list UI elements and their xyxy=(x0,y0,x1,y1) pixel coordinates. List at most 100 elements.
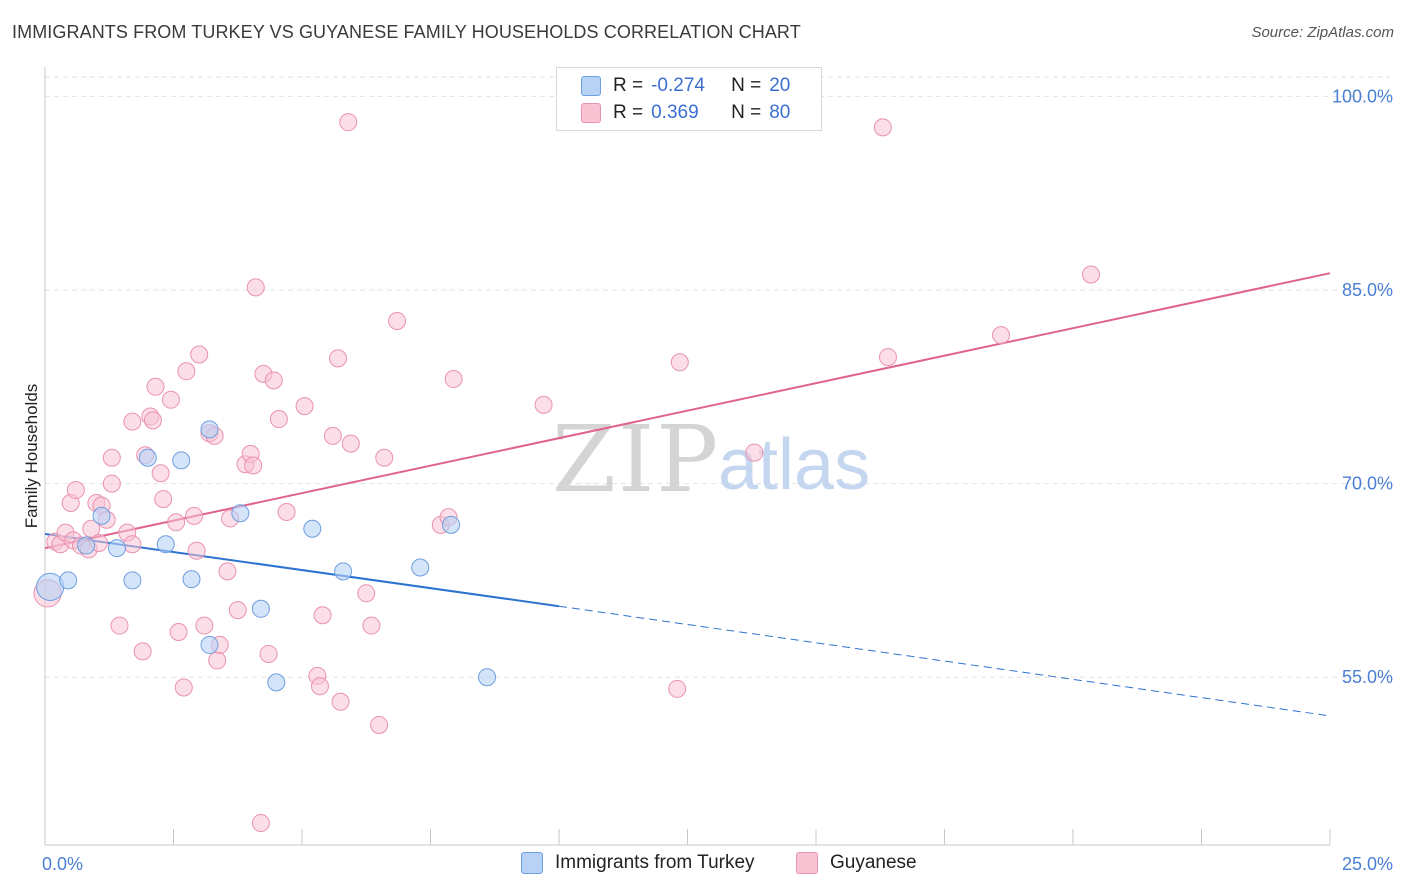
data-point-guyanese xyxy=(143,411,162,430)
legend-r-label: R = xyxy=(613,75,644,96)
data-point-guyanese xyxy=(259,644,278,663)
data-point-turkey xyxy=(200,420,219,439)
data-point-guyanese xyxy=(102,474,121,493)
data-point-guyanese xyxy=(1081,265,1100,284)
data-point-guyanese xyxy=(310,677,329,696)
data-point-guyanese xyxy=(992,326,1011,345)
axes xyxy=(44,67,1331,846)
data-point-guyanese xyxy=(110,616,129,635)
data-point-guyanese xyxy=(185,506,204,525)
data-point-turkey xyxy=(107,539,126,558)
data-point-guyanese xyxy=(670,353,689,372)
data-point-guyanese xyxy=(66,481,85,500)
data-point-guyanese xyxy=(313,606,332,625)
data-point-turkey xyxy=(172,451,191,470)
data-point-guyanese xyxy=(133,642,152,661)
data-point-guyanese xyxy=(745,443,764,462)
bottom-legend-guyanese: Guyanese xyxy=(796,852,917,874)
data-point-guyanese xyxy=(668,679,687,698)
data-point-guyanese xyxy=(190,345,209,364)
data-point-guyanese xyxy=(154,490,173,509)
data-point-turkey xyxy=(200,635,219,654)
data-point-turkey xyxy=(92,506,111,525)
legend-swatch-guyanese xyxy=(581,103,601,123)
watermark: ZIP atlas xyxy=(552,406,870,513)
data-point-guyanese xyxy=(208,651,227,670)
data-point-guyanese xyxy=(187,541,206,560)
data-point-guyanese xyxy=(218,562,237,581)
y-tick-label: 85.0% xyxy=(1342,280,1393,300)
data-point-guyanese xyxy=(195,616,214,635)
data-point-guyanese xyxy=(323,426,342,445)
watermark-zip: ZIP xyxy=(552,406,720,513)
tick-labels: 55.0% 70.0% 85.0% 100.0% 0.0% 25.0% xyxy=(42,86,1393,874)
data-point-guyanese xyxy=(251,814,270,833)
y-tick-label: 55.0% xyxy=(1342,667,1393,687)
data-point-turkey xyxy=(303,519,322,538)
data-point-guyanese xyxy=(331,692,350,711)
data-point-guyanese xyxy=(277,502,296,521)
correlation-legend: R = -0.274 N = 20 R = 0.369 N = 80 xyxy=(556,67,822,131)
data-point-guyanese xyxy=(123,412,142,431)
data-point-guyanese xyxy=(146,377,165,396)
data-point-turkey xyxy=(231,504,250,523)
data-point-guyanese xyxy=(169,623,188,642)
data-point-guyanese xyxy=(161,390,180,409)
data-point-turkey xyxy=(77,536,96,555)
data-point-turkey xyxy=(267,673,286,692)
bottom-legend-turkey: Immigrants from Turkey xyxy=(521,852,755,874)
trend-line-turkey-extrapolated xyxy=(558,605,1331,717)
legend-n-value-turkey: 20 xyxy=(769,75,791,96)
data-point-turkey xyxy=(156,535,175,554)
source-credit: Source: ZipAtlas.com xyxy=(1251,24,1394,41)
bottom-legend-swatch-guyanese xyxy=(796,852,818,874)
x-tick-label: 25.0% xyxy=(1342,854,1393,874)
data-point-guyanese xyxy=(264,371,283,390)
gridlines xyxy=(45,76,1390,678)
data-point-guyanese xyxy=(82,519,101,538)
data-point-guyanese xyxy=(246,278,265,297)
data-points xyxy=(33,113,1100,833)
legend-r-label: R = xyxy=(613,102,644,123)
data-point-guyanese xyxy=(341,434,360,453)
trend-line-guyanese xyxy=(44,272,1331,550)
data-point-guyanese xyxy=(228,601,247,620)
data-point-guyanese xyxy=(444,370,463,389)
data-point-guyanese xyxy=(534,395,553,414)
bottom-legend-swatch-turkey xyxy=(521,852,543,874)
data-point-guyanese xyxy=(362,616,381,635)
legend-r-value-turkey: -0.274 xyxy=(651,75,705,96)
data-point-guyanese xyxy=(328,349,347,368)
watermark-atlas: atlas xyxy=(718,425,870,505)
legend-row-guyanese: R = 0.369 N = 80 xyxy=(581,101,790,125)
data-point-turkey xyxy=(251,599,270,618)
data-point-guyanese xyxy=(295,397,314,416)
data-point-turkey xyxy=(36,572,65,601)
bottom-legend-label-guyanese: Guyanese xyxy=(830,852,917,873)
data-point-guyanese xyxy=(269,410,288,429)
data-point-turkey xyxy=(59,571,78,590)
y-axis-title: Family Households xyxy=(22,384,41,529)
data-point-turkey xyxy=(411,558,430,577)
data-point-guyanese xyxy=(151,464,170,483)
data-point-guyanese xyxy=(388,311,407,330)
data-point-turkey xyxy=(442,515,461,534)
y-tick-label: 70.0% xyxy=(1342,474,1393,494)
data-point-turkey xyxy=(478,668,497,687)
x-tick-label: 0.0% xyxy=(42,854,83,874)
data-point-guyanese xyxy=(244,456,263,475)
data-point-guyanese xyxy=(123,535,142,554)
data-point-guyanese xyxy=(375,448,394,467)
data-point-guyanese xyxy=(878,348,897,367)
y-tick-label: 100.0% xyxy=(1332,86,1393,106)
data-point-guyanese xyxy=(174,678,193,697)
data-point-turkey xyxy=(334,562,353,581)
data-point-turkey xyxy=(138,448,157,467)
data-point-guyanese xyxy=(370,715,389,734)
legend-n-label: N = xyxy=(731,75,762,96)
legend-n-label: N = xyxy=(731,102,762,123)
data-point-turkey xyxy=(123,571,142,590)
data-point-guyanese xyxy=(177,362,196,381)
legend-n-value-guyanese: 80 xyxy=(769,102,791,123)
